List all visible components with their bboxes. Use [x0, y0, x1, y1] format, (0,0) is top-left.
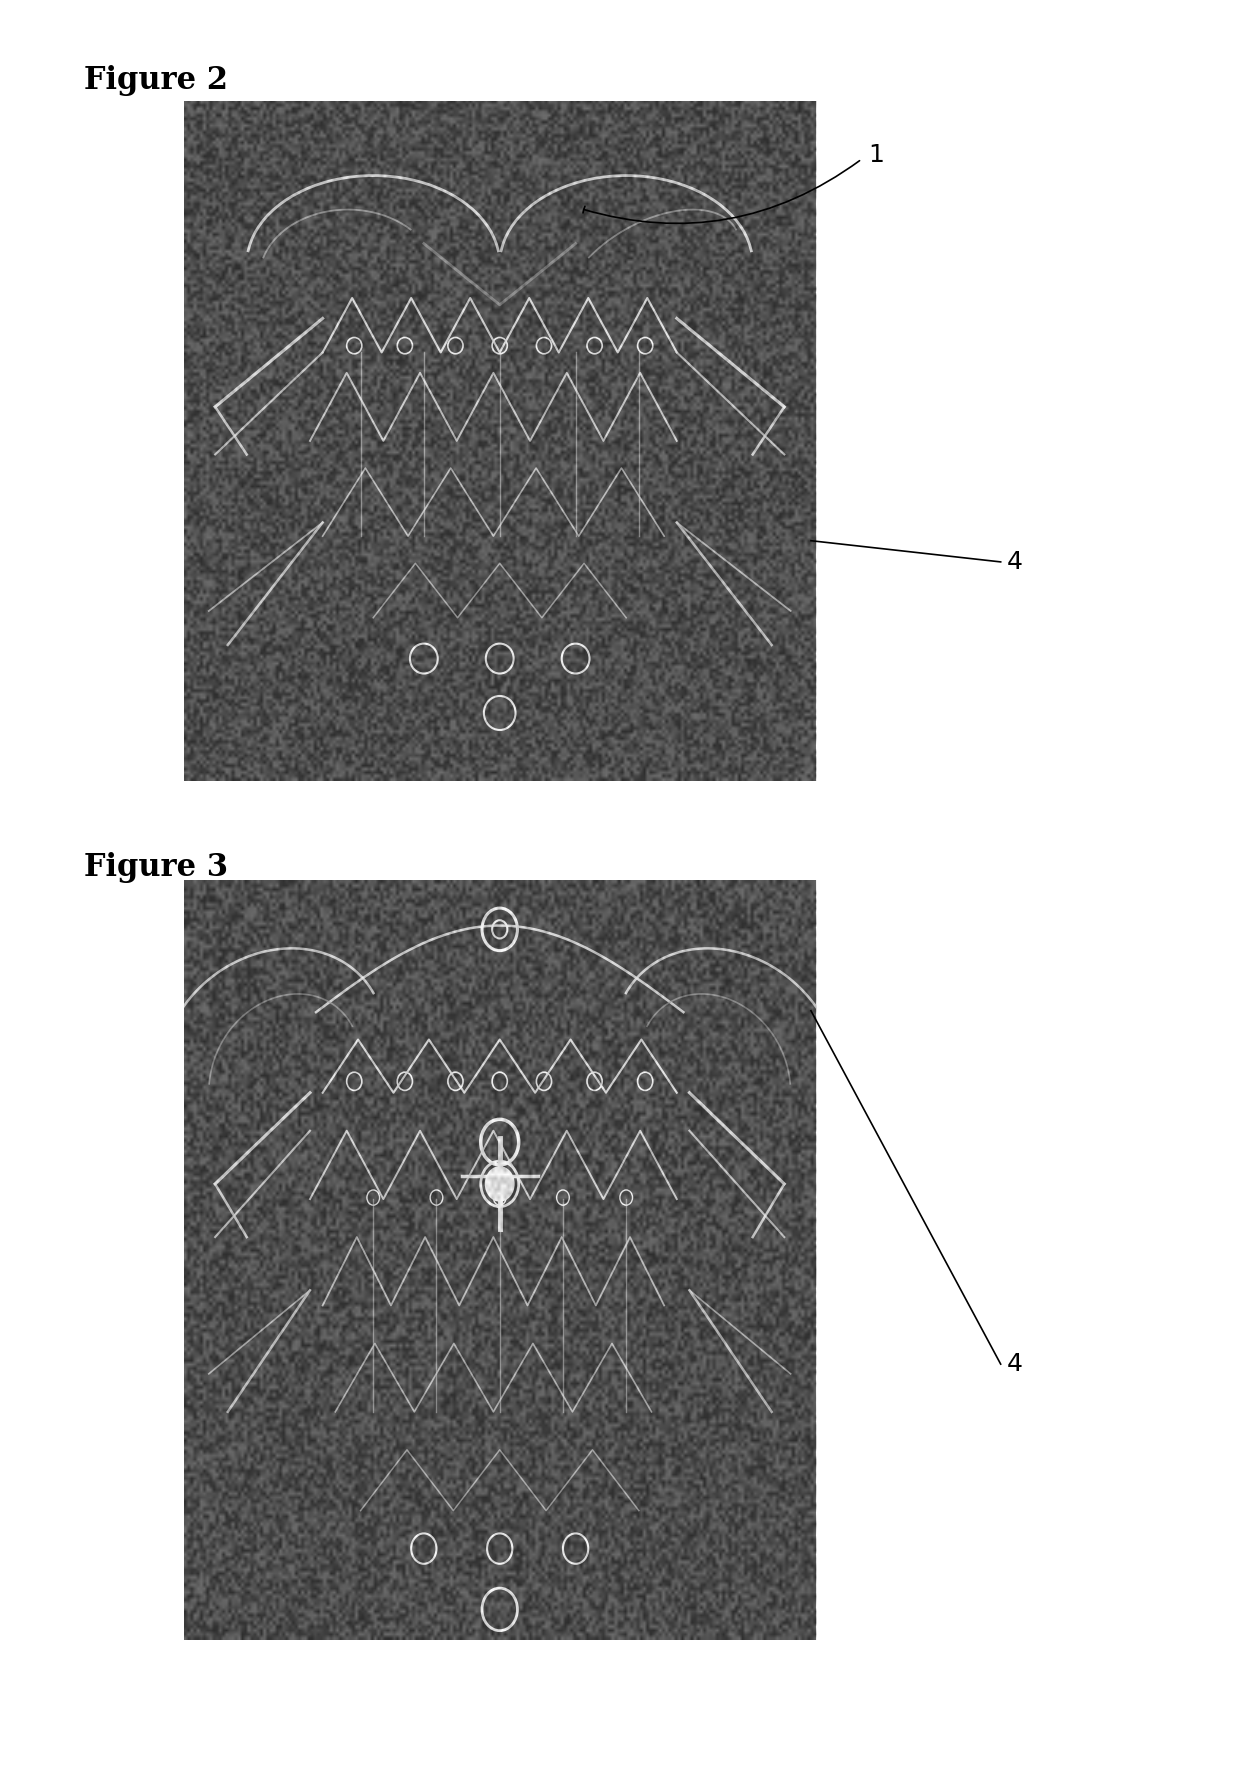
Circle shape	[486, 1168, 513, 1200]
Text: 1: 1	[868, 143, 884, 168]
Text: 4: 4	[1007, 550, 1023, 574]
Text: Figure 2: Figure 2	[84, 65, 228, 97]
Text: Figure 3: Figure 3	[84, 852, 228, 884]
Text: 4: 4	[1007, 1352, 1023, 1376]
